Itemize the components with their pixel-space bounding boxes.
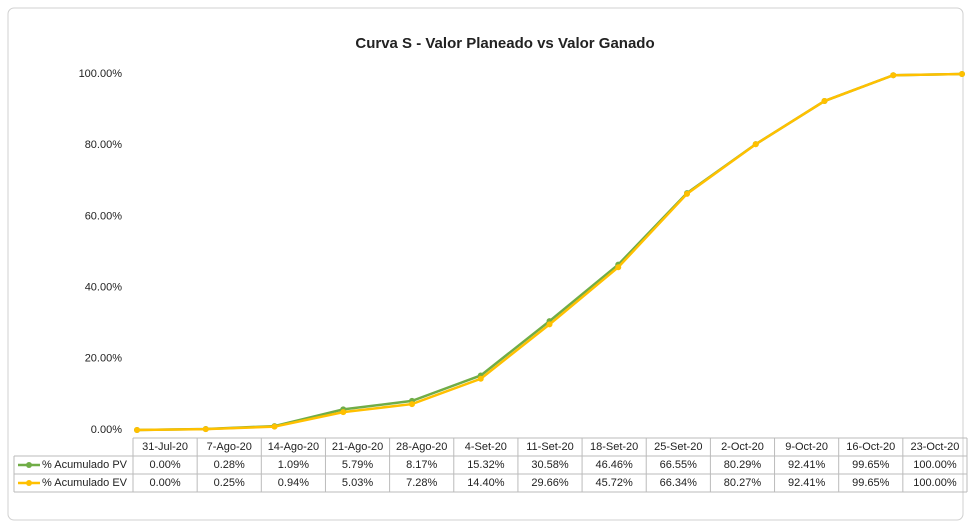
table-cell: 5.03%: [342, 477, 373, 489]
point: [684, 190, 690, 197]
table-cell: 1.09%: [278, 459, 309, 471]
table-cell: 0.94%: [278, 477, 309, 489]
x-tick-label: 18-Set-20: [590, 441, 638, 453]
table-cell: 99.65%: [852, 459, 890, 471]
x-tick-label: 9-Oct-20: [785, 441, 828, 453]
table-cell: 8.17%: [406, 459, 437, 471]
x-tick-label: 25-Set-20: [654, 441, 702, 453]
table-cell: 29.66%: [531, 477, 569, 489]
table-cell: 100.00%: [913, 477, 957, 489]
table-cell: 7.28%: [406, 477, 437, 489]
table-cell: 92.41%: [788, 459, 826, 471]
chart-title: Curva S - Valor Planeado vs Valor Ganado: [355, 35, 654, 52]
y-tick-label: 0.00%: [91, 424, 122, 436]
table-cell: 99.65%: [852, 477, 890, 489]
legend-label: % Acumulado EV: [42, 477, 128, 489]
table-cell: 15.32%: [467, 459, 505, 471]
y-tick-label: 20.00%: [85, 353, 123, 365]
point: [271, 423, 278, 430]
point: [821, 98, 828, 105]
y-tick-label: 40.00%: [85, 282, 123, 294]
x-tick-label: 14-Ago-20: [268, 441, 319, 453]
x-tick-label: 31-Jul-20: [142, 441, 188, 453]
point: [752, 141, 759, 148]
x-tick-label: 28-Ago-20: [396, 441, 447, 453]
x-tick-label: 2-Oct-20: [721, 441, 764, 453]
point: [959, 71, 965, 77]
x-tick-label: 21-Ago-20: [332, 441, 383, 453]
legend-marker: [26, 480, 32, 486]
table-cell: 46.46%: [595, 459, 633, 471]
x-tick-label: 7-Ago-20: [207, 441, 252, 453]
table-cell: 0.25%: [214, 477, 245, 489]
x-tick-label: 11-Set-20: [526, 441, 574, 453]
point: [202, 426, 209, 433]
legend-label: % Acumulado PV: [42, 459, 128, 471]
table-cell: 66.34%: [660, 477, 698, 489]
table-cell: 14.40%: [467, 477, 505, 489]
point: [477, 375, 484, 382]
table-cell: 0.00%: [149, 477, 180, 489]
y-tick-label: 100.00%: [79, 68, 123, 80]
legend-marker: [26, 462, 32, 468]
table-cell: 45.72%: [595, 477, 633, 489]
x-tick-label: 16-Oct-20: [846, 441, 895, 453]
point: [409, 401, 415, 408]
table-cell: 80.29%: [724, 459, 762, 471]
table-cell: 30.58%: [531, 459, 569, 471]
point: [890, 72, 897, 79]
point: [615, 264, 622, 271]
x-tick-label: 4-Set-20: [465, 441, 507, 453]
chart-frame: [7, 7, 964, 521]
table-cell: 0.28%: [214, 459, 245, 471]
table-cell: 66.55%: [660, 459, 698, 471]
y-tick-label: 60.00%: [85, 210, 123, 222]
table-cell: 100.00%: [913, 459, 957, 471]
point: [134, 427, 140, 433]
table-cell: 5.79%: [342, 459, 373, 471]
point: [340, 409, 347, 416]
table-cell: 0.00%: [149, 459, 180, 471]
y-tick-label: 80.00%: [85, 139, 123, 151]
point: [546, 321, 553, 328]
table-cell: 92.41%: [788, 477, 826, 489]
x-tick-label: 23-Oct-20: [910, 441, 959, 453]
table-cell: 80.27%: [724, 477, 762, 489]
